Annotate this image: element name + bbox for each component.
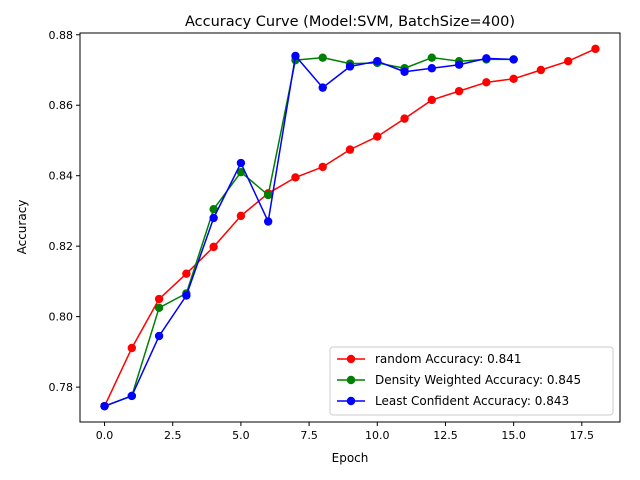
legend-label: Least Confident Accuracy: 0.843 (375, 394, 569, 408)
data-point (263, 190, 273, 200)
y-tick-label: 0.88 (49, 29, 74, 42)
data-point (263, 217, 273, 226)
y-tick-label: 0.86 (49, 99, 74, 112)
data-point (454, 60, 464, 69)
data-point (318, 53, 327, 62)
data-point (427, 95, 437, 105)
data-point (154, 331, 164, 341)
data-point (373, 56, 382, 66)
data-point (345, 145, 355, 154)
data-point (154, 294, 164, 304)
legend-marker (346, 375, 356, 385)
x-tick-label: 2.5 (164, 429, 182, 442)
data-point (536, 65, 546, 75)
data-point (236, 167, 246, 177)
x-tick-label: 17.5 (570, 429, 595, 442)
axes-frame (79, 32, 621, 423)
legend: random Accuracy: 0.841 Density Weighted A… (329, 346, 614, 416)
data-point (182, 269, 191, 278)
y-tick-label: 0.80 (49, 311, 74, 324)
x-tick-label: 5.0 (232, 429, 250, 442)
data-point (591, 44, 600, 54)
y-axis-label: Accuracy (15, 200, 29, 255)
series-group (100, 51, 518, 411)
data-point (373, 132, 382, 141)
data-point (318, 83, 327, 92)
data-point (345, 62, 355, 71)
series-line (104, 56, 514, 407)
y-axis-ticks: 0.78 0.80 0.82 0.84 0.86 0.88 (49, 29, 80, 394)
data-point (427, 53, 437, 62)
legend-item: Density Weighted Accuracy: 0.845 (337, 373, 581, 387)
y-tick-label: 0.78 (49, 381, 74, 394)
plot-series (100, 44, 600, 411)
x-tick-label: 0.0 (96, 429, 114, 442)
legend-label: Density Weighted Accuracy: 0.845 (375, 373, 581, 387)
data-point (400, 114, 409, 123)
x-axis-ticks: 0.0 2.5 5.0 7.5 10.0 12.5 15.0 17.5 (96, 422, 594, 442)
data-point (236, 158, 246, 168)
data-point (236, 211, 246, 221)
data-point (563, 56, 573, 66)
legend-marker (346, 396, 356, 406)
x-tick-label: 10.0 (365, 429, 390, 442)
data-point (509, 74, 518, 84)
data-point (209, 204, 218, 214)
data-point (127, 391, 137, 401)
x-axis-label: Epoch (332, 451, 369, 465)
data-point (318, 162, 327, 172)
legend-box (329, 346, 614, 416)
data-point (154, 303, 164, 313)
data-point (100, 401, 109, 411)
data-point (291, 173, 300, 182)
x-tick-label: 7.5 (300, 429, 318, 442)
data-point (400, 67, 409, 76)
data-point (454, 86, 464, 96)
series-line (104, 55, 514, 407)
data-point (209, 213, 218, 223)
chart-title: Accuracy Curve (Model:SVM, BatchSize=400… (185, 14, 515, 30)
data-point (482, 78, 491, 87)
legend-item: Least Confident Accuracy: 0.843 (337, 394, 569, 408)
legend-label: random Accuracy: 0.841 (375, 352, 521, 366)
data-point (182, 291, 191, 300)
legend-marker (346, 354, 356, 364)
y-tick-label: 0.84 (49, 170, 74, 183)
x-tick-label: 12.5 (433, 429, 458, 442)
y-tick-label: 0.82 (49, 240, 74, 253)
x-tick-label: 15.0 (501, 429, 526, 442)
series-group (100, 44, 600, 411)
data-point (427, 64, 437, 73)
legend-item: random Accuracy: 0.841 (337, 352, 521, 366)
data-point (291, 51, 300, 61)
data-point (482, 54, 491, 63)
data-point (209, 242, 218, 252)
data-point (509, 55, 518, 64)
data-point (127, 343, 137, 353)
